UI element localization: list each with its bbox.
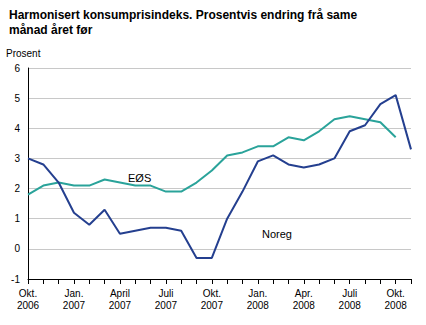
svg-text:April: April [110,288,130,299]
svg-text:2007: 2007 [155,300,178,311]
svg-text:4: 4 [14,123,20,134]
svg-text:0: 0 [14,243,20,254]
svg-text:Juli: Juli [342,288,357,299]
svg-text:Jan.: Jan. [248,288,267,299]
svg-text:EØS: EØS [128,172,151,184]
svg-text:5: 5 [14,93,20,104]
svg-text:månad året før: månad året før [9,23,93,37]
svg-text:3: 3 [14,153,20,164]
svg-text:2007: 2007 [63,300,86,311]
svg-text:Apr.: Apr. [295,288,313,299]
svg-text:Noreg: Noreg [262,228,292,240]
svg-text:2007: 2007 [201,300,224,311]
svg-text:6: 6 [14,63,20,74]
svg-text:Prosent: Prosent [6,48,41,59]
svg-text:Okt.: Okt. [19,288,37,299]
svg-text:Jan.: Jan. [65,288,84,299]
svg-text:2008: 2008 [339,300,362,311]
svg-text:Harmonisert konsumprisindeks.: Harmonisert konsumprisindeks. Prosentvis… [9,8,357,22]
svg-text:1: 1 [14,213,20,224]
svg-text:2008: 2008 [385,300,408,311]
svg-text:Okt.: Okt. [203,288,221,299]
svg-text:2007: 2007 [109,300,132,311]
svg-text:2006: 2006 [17,300,40,311]
svg-text:2008: 2008 [247,300,270,311]
svg-text:Okt.: Okt. [387,288,405,299]
svg-text:2: 2 [14,183,20,194]
svg-text:Juli: Juli [158,288,173,299]
svg-text:2008: 2008 [293,300,316,311]
svg-text:-1: -1 [11,274,20,285]
